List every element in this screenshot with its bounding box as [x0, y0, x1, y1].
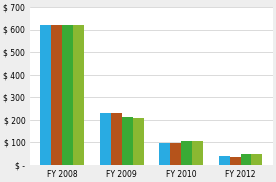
Bar: [133, 118, 144, 165]
Bar: [230, 157, 240, 165]
Bar: [62, 25, 73, 165]
Bar: [122, 117, 133, 165]
Bar: [40, 25, 51, 165]
Bar: [51, 25, 62, 165]
Bar: [111, 113, 122, 165]
Bar: [73, 25, 84, 165]
Bar: [192, 141, 203, 165]
Bar: [251, 154, 262, 165]
Bar: [159, 143, 170, 165]
Bar: [219, 156, 230, 165]
Bar: [181, 141, 192, 165]
Bar: [100, 113, 111, 165]
Bar: [240, 154, 251, 165]
Bar: [170, 143, 181, 165]
